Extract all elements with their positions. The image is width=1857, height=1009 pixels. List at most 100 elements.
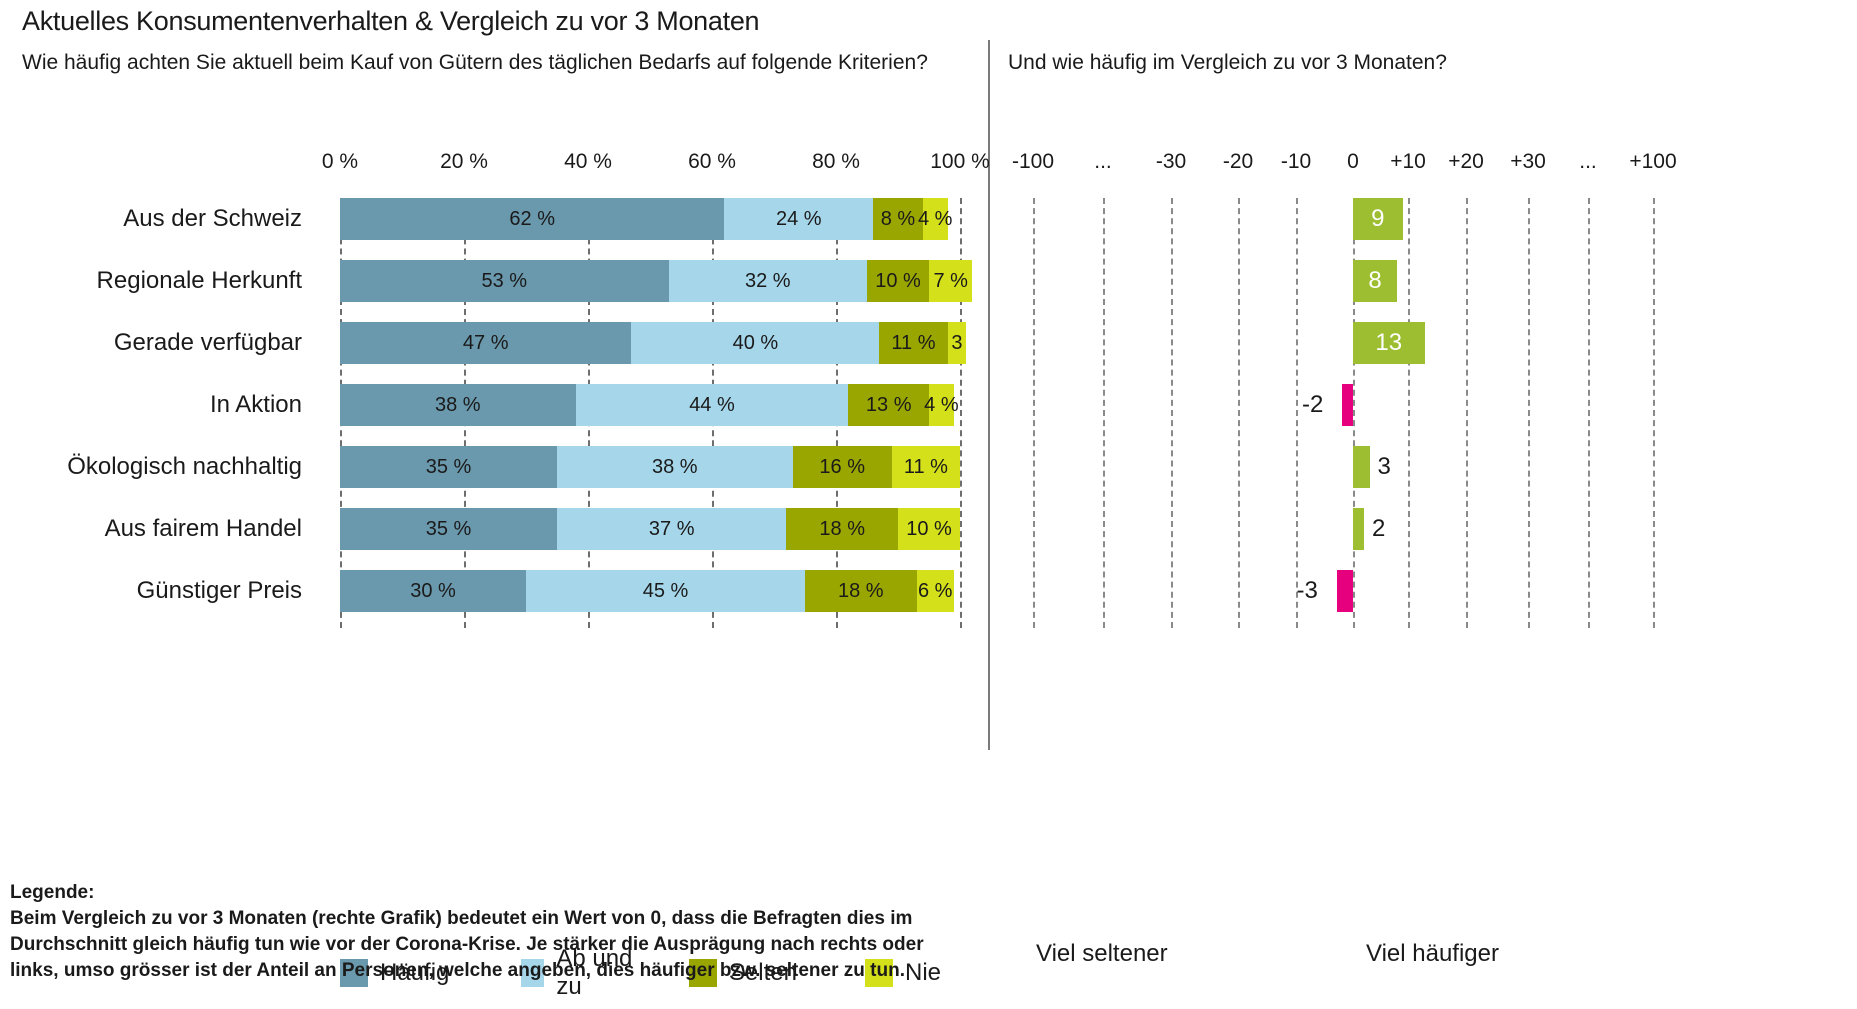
right-plot-area: 9 8 13 -2 3 2 -3 [988, 198, 1857, 628]
right-chart-panel: -100... -30 -20 -10 0 +10 +20 +30... +100 9 8 13 -2… [988, 150, 1857, 967]
segment-value-label: 4 % [924, 393, 959, 416]
left-bar-segment: 11 % [891, 446, 960, 488]
left-x-axis: 0 % 20 % 40 % 60 % 80 % 100 % [0, 150, 990, 182]
left-bar-segment: 47 % [340, 322, 632, 364]
right-bar: 13 [1353, 322, 1425, 364]
left-gridline [960, 198, 962, 628]
right-bar-row: 13 [988, 322, 1857, 364]
right-gridline [1033, 198, 1035, 628]
right-xtick: ... [1579, 150, 1597, 173]
right-bar [1353, 446, 1370, 488]
segment-value-label: 18 % [819, 517, 865, 540]
right-gridline [1103, 198, 1105, 628]
right-xtick: +30 [1510, 150, 1546, 173]
footer-line-1: Beim Vergleich zu vor 3 Monaten (rechte … [10, 908, 913, 929]
legend-swatch-icon [340, 959, 368, 987]
legend-item[interactable]: Häufig [340, 959, 449, 987]
segment-value-label: 40 % [732, 331, 779, 354]
category-label: Gerade verfügbar [113, 329, 302, 356]
segment-value-label: 11 % [903, 455, 948, 478]
right-bar-value-label: -2 [1302, 391, 1324, 418]
left-xtick: 100 % [930, 150, 990, 173]
right-bar-value-label: 8 [1368, 267, 1382, 294]
segment-value-label: 18 % [838, 579, 884, 602]
segment-value-label: 32 % [744, 269, 791, 292]
left-bar-segment: 35 % [340, 446, 557, 488]
legend-label: Ab und zu [556, 945, 633, 1000]
segment-value-label: 38 % [652, 455, 698, 478]
left-bar-segment: 4 % [924, 384, 959, 426]
left-bar-row: Gerade verfügbar 47 % 40 % 11 % 3 [114, 322, 967, 364]
right-gridline [1528, 198, 1530, 628]
left-bar-segment: 38 % [340, 384, 576, 426]
right-xtick: -100 [1011, 150, 1055, 173]
left-bar-segment: 53 % [340, 260, 669, 302]
legend-label: Nie [904, 959, 941, 986]
legend-label: Selten [728, 959, 797, 986]
left-bar-segment: 18 % [786, 508, 898, 550]
left-bar-segment: 30 % [340, 570, 526, 612]
left-bar-segment: 11 % [879, 322, 948, 364]
left-chart-legend: Häufig Ab und zu Selten Nie [340, 945, 985, 1001]
right-xtick: -20 [1222, 150, 1254, 173]
right-xtick: 0 [1347, 150, 1359, 173]
segment-value-label: 35 % [425, 455, 472, 478]
left-plot-area: Aus der Schweiz 62 % 24 % 8 % 4 % Regionale H… [67, 198, 973, 628]
legend-swatch-icon [864, 959, 893, 987]
left-bar-segment: 18 % [805, 570, 917, 612]
right-bar: 9 [1353, 198, 1403, 240]
footer-line-2: Durchschnitt gleich häufig tun wie vor d… [10, 934, 924, 955]
left-bar-segment: 7 % [929, 260, 973, 302]
left-bar-row: Regionale Herkunft 53 % 32 % 10 % 7 % [97, 260, 973, 302]
right-gridline [1171, 198, 1173, 628]
segment-value-label: 47 % [462, 331, 509, 354]
category-label: Aus fairem Handel [104, 515, 302, 542]
legend-item[interactable]: Selten [688, 959, 797, 987]
right-xtick: +20 [1448, 150, 1484, 173]
left-xtick: 20 % [440, 150, 488, 173]
segment-value-label: 6 % [917, 579, 953, 602]
right-bar-row: 9 [988, 198, 1857, 240]
right-gridline [1466, 198, 1468, 628]
right-bar-row: 2 [988, 508, 1857, 550]
left-bar-segment: 4 % [918, 198, 952, 240]
pole-label-right: Viel häufiger [1366, 940, 1499, 967]
left-bar-segment: 8 % [873, 198, 923, 240]
footer-legend: Legende: Beim Vergleich zu vor 3 Monaten… [10, 880, 1210, 984]
right-gridline [1238, 198, 1240, 628]
left-bar-segment: 38 % [557, 446, 793, 488]
segment-value-label: 45 % [642, 579, 689, 602]
right-bar [1336, 570, 1353, 612]
segment-value-label: 16 % [819, 455, 865, 478]
right-gridline [1588, 198, 1590, 628]
left-bar-row: Aus der Schweiz 62 % 24 % 8 % 4 % [123, 198, 960, 240]
right-xtick: +100 [1629, 150, 1677, 173]
segment-value-label: 11 % [891, 331, 936, 354]
left-bar-row: Ökologisch nachhaltig 35 % 38 % 16 % 11 % [67, 446, 960, 488]
legend-label: Häufig [380, 959, 450, 986]
category-label: In Aktion [209, 391, 302, 418]
pole-label-left: Viel seltener [1036, 940, 1168, 967]
legend-swatch-icon [688, 959, 717, 987]
segment-value-label: 4 % [917, 207, 953, 230]
segment-value-label: 7 % [933, 269, 968, 292]
segment-value-label: 8 % [880, 207, 916, 230]
right-bar-row: 8 [988, 260, 1857, 302]
segment-value-label: 38 % [435, 393, 481, 416]
segment-value-label: 10 % [875, 269, 921, 292]
segment-value-label: 62 % [509, 207, 555, 230]
category-label: Günstiger Preis [136, 577, 302, 604]
legend-item[interactable]: Nie [864, 959, 941, 987]
left-bar-segment: 6 % [916, 570, 954, 612]
segment-value-label: 44 % [689, 393, 735, 416]
right-gridline [1296, 198, 1298, 628]
right-bar-value-label: 2 [1372, 515, 1386, 542]
legend-item[interactable]: Ab und zu [521, 945, 645, 1001]
right-bar [1353, 508, 1364, 550]
left-bar-row: Günstiger Preis 30 % 45 % 18 % 6 % [137, 570, 960, 612]
right-xtick: ... [1094, 150, 1112, 173]
left-bar-segment: 10 % [867, 260, 929, 302]
left-bar-segment: 62 % [340, 198, 725, 240]
right-bar-row: -3 [988, 570, 1857, 612]
left-chart-question: Wie häufig achten Sie aktuell beim Kauf … [22, 51, 928, 74]
